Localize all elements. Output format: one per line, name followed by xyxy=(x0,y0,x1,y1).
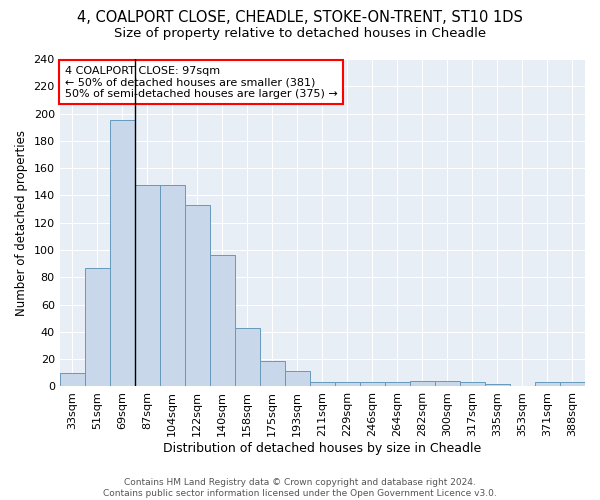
Bar xyxy=(460,382,485,386)
Bar xyxy=(110,120,135,386)
Bar xyxy=(560,382,585,386)
Bar xyxy=(59,373,85,386)
Bar xyxy=(385,382,410,386)
Bar xyxy=(210,256,235,386)
Y-axis label: Number of detached properties: Number of detached properties xyxy=(15,130,28,316)
Bar xyxy=(85,268,110,386)
Bar xyxy=(410,381,435,386)
Text: Contains HM Land Registry data © Crown copyright and database right 2024.
Contai: Contains HM Land Registry data © Crown c… xyxy=(103,478,497,498)
Bar xyxy=(260,360,285,386)
Bar xyxy=(285,372,310,386)
Bar xyxy=(435,381,460,386)
Bar xyxy=(335,382,360,386)
Bar xyxy=(160,184,185,386)
Bar xyxy=(185,205,210,386)
Bar xyxy=(360,382,385,386)
Bar xyxy=(235,328,260,386)
Bar xyxy=(310,382,335,386)
Bar xyxy=(135,184,160,386)
Bar xyxy=(485,384,510,386)
Text: 4 COALPORT CLOSE: 97sqm
← 50% of detached houses are smaller (381)
50% of semi-d: 4 COALPORT CLOSE: 97sqm ← 50% of detache… xyxy=(65,66,338,98)
Bar xyxy=(535,382,560,386)
Text: Size of property relative to detached houses in Cheadle: Size of property relative to detached ho… xyxy=(114,28,486,40)
Text: 4, COALPORT CLOSE, CHEADLE, STOKE-ON-TRENT, ST10 1DS: 4, COALPORT CLOSE, CHEADLE, STOKE-ON-TRE… xyxy=(77,10,523,25)
X-axis label: Distribution of detached houses by size in Cheadle: Distribution of detached houses by size … xyxy=(163,442,481,455)
